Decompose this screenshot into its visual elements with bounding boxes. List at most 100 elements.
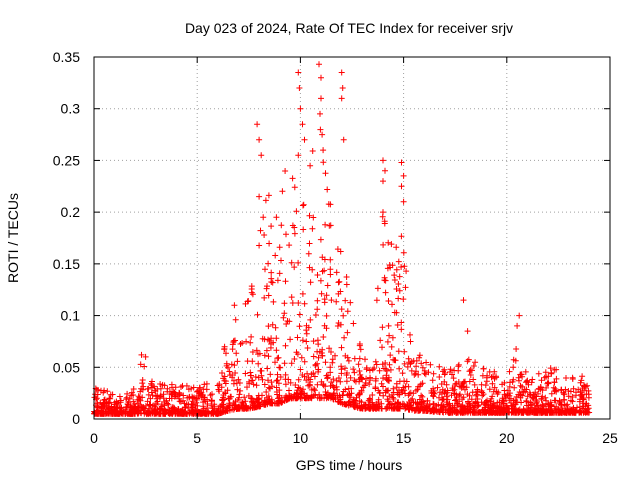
- data-point: [307, 162, 314, 169]
- data-point: [261, 294, 268, 301]
- data-point: [400, 296, 407, 303]
- data-point: [570, 385, 577, 392]
- data-point: [398, 264, 405, 270]
- data-point: [288, 259, 295, 266]
- data-point: [315, 366, 322, 373]
- data-point: [249, 404, 256, 411]
- data-point: [274, 371, 281, 378]
- data-point: [93, 395, 100, 402]
- data-point: [470, 363, 477, 369]
- data-point: [393, 286, 400, 292]
- data-point: [204, 408, 211, 414]
- data-point: [344, 308, 351, 315]
- data-point: [288, 395, 295, 402]
- data-point: [326, 345, 333, 352]
- data-point: [556, 400, 563, 407]
- data-point: [380, 383, 386, 390]
- data-point: [195, 387, 202, 394]
- data-point: [512, 397, 519, 404]
- data-point: [265, 377, 271, 384]
- data-point: [149, 378, 155, 385]
- data-point: [390, 385, 397, 392]
- data-point: [136, 394, 143, 401]
- data-point: [254, 311, 261, 318]
- data-point: [322, 359, 329, 366]
- data-point: [297, 366, 304, 373]
- data-point: [282, 381, 289, 388]
- data-point: [160, 395, 167, 402]
- data-point: [560, 396, 567, 403]
- data-point: [321, 322, 328, 329]
- data-point: [418, 402, 425, 408]
- data-point: [485, 403, 492, 410]
- data-point: [278, 222, 285, 229]
- data-point: [237, 387, 244, 394]
- data-point: [354, 400, 360, 407]
- data-point: [542, 394, 549, 401]
- data-point: [268, 379, 275, 386]
- data-point: [405, 355, 412, 362]
- data-point: [314, 306, 321, 313]
- data-point: [513, 346, 520, 352]
- data-point: [343, 274, 350, 280]
- data-point: [407, 331, 413, 338]
- data-point: [299, 290, 306, 297]
- data-point: [346, 390, 353, 397]
- data-point: [284, 318, 291, 324]
- data-point: [396, 287, 403, 294]
- data-point: [362, 401, 368, 408]
- data-point: [226, 368, 233, 375]
- data-point: [369, 366, 376, 373]
- data-point: [424, 398, 431, 404]
- data-point: [486, 386, 493, 393]
- data-point: [344, 329, 351, 336]
- data-point: [248, 286, 255, 292]
- data-point: [138, 351, 145, 358]
- data-point: [436, 374, 443, 380]
- data-point: [277, 374, 284, 380]
- data-point: [265, 384, 272, 391]
- data-point: [384, 338, 391, 345]
- data-point: [220, 394, 226, 401]
- data-point: [455, 363, 462, 370]
- data-point: [322, 391, 329, 398]
- data-point: [568, 408, 575, 415]
- data-point: [548, 370, 555, 377]
- data-point: [340, 312, 347, 319]
- data-point: [458, 382, 465, 389]
- data-point: [132, 403, 139, 410]
- data-point: [331, 384, 338, 391]
- data-point: [279, 188, 286, 195]
- data-point: [296, 323, 303, 330]
- data-point: [471, 402, 478, 409]
- data-point: [261, 381, 268, 388]
- data-point: [95, 404, 102, 411]
- data-point: [161, 402, 168, 409]
- data-point: [522, 388, 529, 395]
- data-point: [250, 398, 257, 405]
- data-point: [300, 386, 306, 393]
- data-point: [149, 402, 156, 409]
- data-point: [386, 393, 393, 400]
- data-point: [222, 378, 229, 385]
- data-point: [478, 387, 485, 394]
- data-point: [466, 378, 473, 385]
- data-point: [157, 385, 164, 392]
- data-point: [188, 385, 195, 392]
- data-point: [193, 388, 200, 395]
- data-point: [116, 393, 123, 400]
- data-point: [525, 381, 532, 388]
- data-point: [339, 85, 346, 91]
- data-point: [401, 348, 408, 355]
- data-point: [145, 410, 152, 417]
- data-point: [255, 360, 262, 367]
- data-point: [276, 244, 283, 251]
- data-point: [287, 336, 294, 343]
- data-point: [319, 131, 326, 138]
- data-point: [541, 374, 548, 381]
- data-point: [523, 378, 530, 385]
- data-point: [550, 409, 557, 416]
- data-point: [439, 407, 446, 414]
- data-point: [229, 346, 236, 353]
- data-point: [221, 346, 228, 353]
